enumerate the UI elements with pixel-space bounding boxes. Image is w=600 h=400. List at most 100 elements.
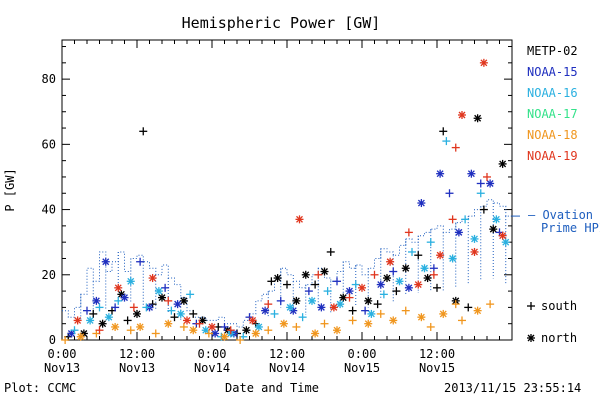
south-marker xyxy=(486,300,495,309)
south-marker xyxy=(167,306,176,315)
plot-source-label: Plot: CCMC xyxy=(4,381,76,395)
legend-ovation-label-2: Prime HPI xyxy=(541,221,600,235)
south-marker xyxy=(323,287,332,296)
south-marker xyxy=(348,316,357,325)
north-marker xyxy=(486,179,495,188)
north-marker xyxy=(76,332,85,341)
data-markers xyxy=(61,58,510,344)
y-tick-label: 0 xyxy=(49,333,56,347)
north-marker xyxy=(111,322,120,331)
legend-item-metp-02: METP-02 xyxy=(527,44,578,58)
south-marker xyxy=(95,326,104,335)
south-marker xyxy=(479,205,488,214)
north-marker xyxy=(414,280,423,289)
y-axis-label: P [GW] xyxy=(3,168,17,211)
north-marker xyxy=(358,283,366,292)
north-marker xyxy=(176,309,185,318)
north-marker xyxy=(301,270,310,279)
north-marker xyxy=(417,199,426,208)
south-marker xyxy=(311,280,320,289)
south-marker xyxy=(292,322,301,331)
north-marker xyxy=(336,300,345,309)
x-tick-date-label: Nov15 xyxy=(419,361,455,375)
north-marker xyxy=(104,313,113,322)
south-marker xyxy=(426,238,435,247)
south-marker xyxy=(179,322,188,331)
y-tick-label: 40 xyxy=(42,203,56,217)
north-marker xyxy=(320,267,329,276)
plot-frame xyxy=(61,39,513,341)
south-marker xyxy=(401,306,410,315)
y-tick-label: 20 xyxy=(42,268,56,282)
south-marker xyxy=(483,172,491,181)
south-marker xyxy=(189,309,198,318)
south-marker xyxy=(195,319,204,328)
x-tick-date-label: Nov15 xyxy=(344,361,380,375)
x-tick-label: 12:00 xyxy=(419,347,455,361)
legend-north-label: north xyxy=(541,331,577,345)
south-marker xyxy=(142,303,151,312)
x-axis-label: Date and Time xyxy=(225,381,319,395)
north-marker xyxy=(492,215,501,224)
south-marker xyxy=(220,322,229,331)
south-marker xyxy=(264,326,273,335)
north-marker xyxy=(248,316,257,325)
plot-timestamp: 2013/11/15 23:55:14 xyxy=(444,381,581,395)
x-tick-label: 12:00 xyxy=(119,347,155,361)
north-marker xyxy=(295,215,304,224)
north-marker xyxy=(254,322,263,331)
north-marker xyxy=(470,247,479,256)
south-marker xyxy=(283,280,291,289)
south-marker xyxy=(95,303,104,312)
south-marker xyxy=(326,247,335,256)
x-tick-date-label: Nov13 xyxy=(44,361,80,375)
plot-area-border xyxy=(61,39,513,341)
south-marker xyxy=(414,251,423,260)
south-marker xyxy=(226,326,235,335)
north-marker xyxy=(279,319,288,328)
x-tick-date-label: Nov14 xyxy=(269,361,305,375)
north-marker xyxy=(208,322,216,331)
south-marker xyxy=(458,316,466,325)
north-marker xyxy=(436,169,445,178)
north-marker xyxy=(383,274,391,283)
south-marker xyxy=(139,127,148,136)
north-marker xyxy=(86,316,95,325)
north-marker xyxy=(367,309,376,318)
north-marker xyxy=(479,58,488,67)
north-marker xyxy=(173,300,182,309)
north-marker xyxy=(92,296,101,305)
legend-item-noaa-17: NOAA-17 xyxy=(527,107,578,121)
south-marker xyxy=(461,215,470,224)
south-marker xyxy=(351,280,360,289)
north-marker xyxy=(473,114,482,123)
south-marker xyxy=(392,287,401,296)
north-marker xyxy=(211,329,220,338)
south-marker xyxy=(404,228,413,237)
north-marker xyxy=(120,293,129,302)
south-marker xyxy=(298,313,307,322)
north-marker xyxy=(436,251,445,260)
south-marker xyxy=(451,143,460,152)
north-marker xyxy=(501,238,510,247)
south-marker xyxy=(429,270,438,279)
north-marker xyxy=(251,329,260,338)
x-tick-label: 0:00 xyxy=(198,347,227,361)
south-marker xyxy=(126,326,135,335)
south-marker xyxy=(123,316,132,325)
north-marker xyxy=(498,231,507,240)
south-marker xyxy=(314,270,323,279)
y-tick-label: 60 xyxy=(42,137,56,151)
north-marker xyxy=(286,303,295,312)
south-marker xyxy=(114,296,123,305)
north-marker xyxy=(333,326,341,335)
legend-north-symbol xyxy=(527,334,535,342)
north-marker xyxy=(448,254,457,263)
south-marker xyxy=(439,127,448,136)
south-marker xyxy=(270,309,279,318)
north-marker xyxy=(183,316,191,325)
legend-item-noaa-15: NOAA-15 xyxy=(527,65,578,79)
x-tick-date-label: Nov14 xyxy=(194,361,230,375)
north-marker xyxy=(454,228,463,237)
south-marker xyxy=(129,303,138,312)
